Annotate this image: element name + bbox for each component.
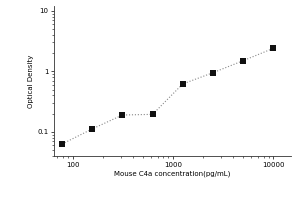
X-axis label: Mouse C4a concentration(pg/mL): Mouse C4a concentration(pg/mL)	[114, 170, 231, 177]
Point	[271, 47, 276, 50]
Point	[150, 113, 155, 116]
Y-axis label: Optical Density: Optical Density	[28, 54, 34, 108]
Point	[180, 82, 185, 86]
Point	[60, 142, 64, 146]
Point	[241, 59, 246, 62]
Point	[90, 127, 94, 131]
Point	[120, 113, 125, 117]
Point	[211, 71, 215, 74]
